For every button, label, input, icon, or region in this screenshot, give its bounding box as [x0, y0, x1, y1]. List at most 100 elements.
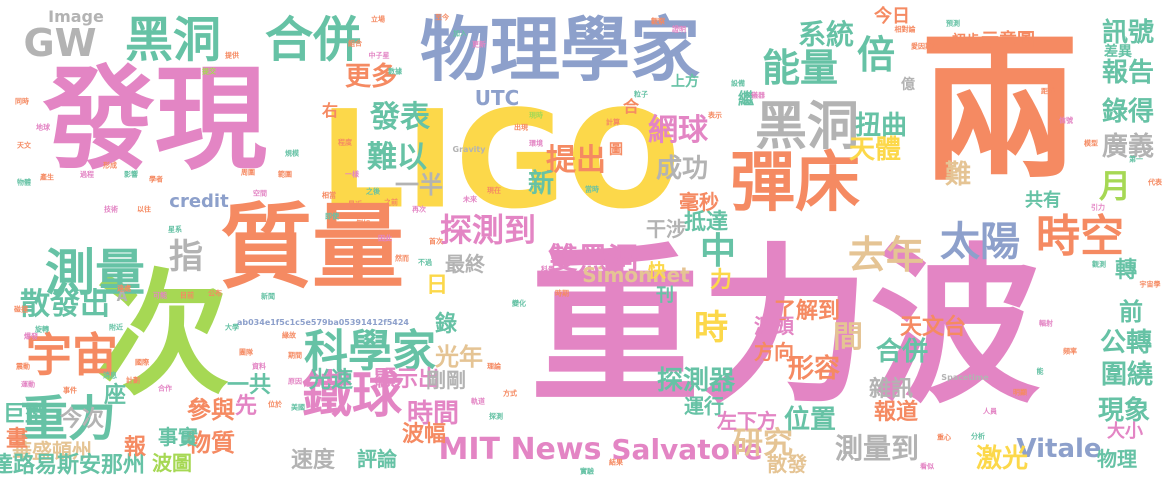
cloud-word: 位置: [783, 405, 837, 435]
cloud-word: 例如: [356, 219, 370, 228]
cloud-word: 轉: [1114, 258, 1138, 283]
cloud-word: 距離: [1041, 87, 1055, 96]
cloud-word: 即使: [325, 212, 339, 221]
cloud-word: 儀器: [751, 91, 765, 100]
cloud-word: Gravity: [452, 145, 486, 154]
cloud-word: 時空: [1036, 211, 1124, 262]
cloud-word: 探測: [489, 412, 503, 421]
cloud-word: 加入: [453, 29, 467, 38]
cloud-word: 雜訊: [868, 377, 914, 402]
cloud-word: 之前: [384, 198, 398, 207]
cloud-word: Spacetime: [941, 373, 989, 382]
cloud-word: 波幅: [401, 422, 447, 447]
cloud-word: 最近: [348, 200, 362, 209]
cloud-word: 可能: [153, 291, 167, 300]
cloud-word: 結果: [609, 458, 623, 467]
cloud-word: UTC: [474, 86, 520, 110]
cloud-word: Salvatore: [611, 433, 763, 466]
cloud-word: 現在: [487, 186, 501, 195]
cloud-word: 方式: [503, 389, 517, 398]
cloud-word: 間: [833, 320, 863, 355]
cloud-word: 同時: [15, 97, 29, 106]
cloud-word: 附近: [109, 323, 123, 332]
cloud-word: 難以: [367, 140, 427, 175]
cloud-word: 立場: [371, 15, 385, 24]
cloud-word: 參與: [187, 396, 235, 424]
cloud-word: 光速: [308, 368, 354, 393]
cloud-word: 日: [425, 273, 449, 298]
cloud-word: 今日: [874, 6, 910, 27]
cloud-word: 倍: [856, 33, 896, 77]
cloud-word: 次: [94, 256, 230, 414]
cloud-word: 震動: [16, 362, 30, 371]
cloud-word: 模型: [1084, 139, 1098, 148]
cloud-word: 現象: [1097, 396, 1151, 426]
cloud-word: 時期: [555, 289, 569, 298]
cloud-word: 不過: [418, 258, 432, 267]
cloud-word: 理論: [487, 362, 501, 371]
cloud-word: 發現: [43, 55, 267, 185]
cloud-word: 事件: [63, 386, 77, 395]
cloud-word: 實驗: [580, 467, 594, 476]
cloud-word: 程度: [338, 138, 352, 147]
cloud-word: 分析: [971, 432, 985, 441]
cloud-word: 合作: [158, 384, 172, 393]
cloud-word: 變化: [512, 299, 526, 308]
cloud-word: 源頭: [754, 314, 794, 338]
cloud-word: 華盛頓州: [12, 439, 92, 463]
cloud-word: 錄得: [1101, 97, 1155, 127]
cloud-word: 遠處: [117, 284, 131, 293]
cloud-word: 了解到: [773, 299, 841, 324]
cloud-word: 形容: [787, 354, 841, 384]
cloud-word: 彈床: [729, 145, 861, 221]
cloud-word: 重心: [937, 433, 951, 442]
cloud-word: 影響: [124, 170, 138, 179]
cloud-word: 時間: [406, 399, 460, 429]
cloud-word: 最終: [445, 252, 485, 276]
cloud-word: 一樣: [345, 170, 359, 179]
cloud-word: 上方: [671, 74, 699, 90]
cloud-word: 位於: [268, 400, 282, 409]
cloud-word: 能: [1036, 367, 1044, 376]
cloud-word: 碰撞: [14, 305, 28, 314]
cloud-word: 宇宙: [26, 328, 118, 382]
cloud-word: 研究: [733, 426, 793, 461]
cloud-word: 粒子: [634, 90, 648, 99]
cloud-word: 發表: [370, 100, 430, 135]
cloud-word: 原因: [288, 377, 302, 386]
cloud-word: 頻率: [1063, 347, 1077, 356]
cloud-word: 今次: [59, 407, 105, 432]
cloud-word: 初步: [952, 33, 980, 49]
cloud-word: 引力: [1091, 203, 1105, 212]
cloud-word: 天文: [17, 141, 31, 150]
cloud-word: 物體: [17, 178, 31, 187]
cloud-word: 證明: [672, 25, 686, 34]
cloud-word: 地球: [36, 123, 50, 132]
cloud-word: 合併: [264, 12, 362, 68]
cloud-word: Vitale: [1016, 434, 1102, 464]
cloud-word: 運行: [684, 394, 724, 418]
cloud-word: 天體: [848, 135, 902, 165]
cloud-word: 鐵球: [302, 366, 402, 424]
cloud-word: GW: [23, 21, 97, 65]
cloud-word: 至今: [435, 13, 449, 22]
cloud-word: 億: [901, 77, 915, 93]
cloud-word: 再次: [412, 205, 426, 214]
cloud-word: 輻射: [1039, 319, 1053, 328]
cloud-word: 觀測: [1092, 260, 1106, 269]
cloud-word: 代表: [1148, 178, 1162, 187]
cloud-word: 表示: [708, 111, 722, 120]
cloud-word: 科學: [541, 265, 555, 274]
cloud-word: 黑洞: [124, 12, 222, 68]
cloud-word: 星系: [168, 225, 182, 234]
cloud-word: 公布: [208, 289, 222, 298]
cloud-word: 圍繞: [1100, 360, 1154, 390]
cloud-word: 形成: [103, 161, 117, 170]
cloud-word: 系統: [797, 18, 855, 51]
cloud-word: 信號: [1059, 116, 1073, 125]
cloud-word: 報告: [1101, 58, 1155, 88]
cloud-word: 物質: [187, 429, 235, 457]
cloud-word: Simonnet: [582, 263, 690, 287]
cloud-word: 空間: [253, 189, 267, 198]
